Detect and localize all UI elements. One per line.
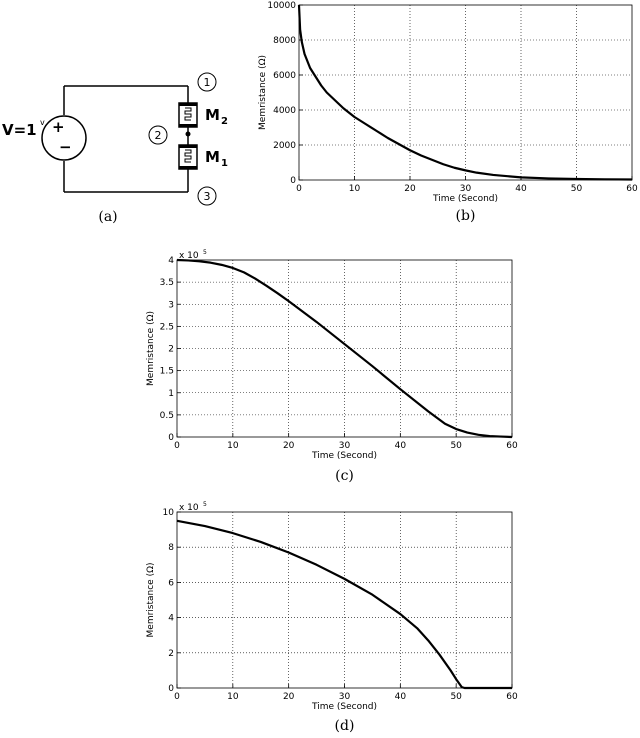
source-minus: − bbox=[59, 138, 72, 156]
y-exponent: x 10 bbox=[179, 251, 199, 261]
source-unit: v bbox=[40, 118, 45, 127]
x-tick-label: 0 bbox=[174, 441, 180, 451]
node-2: 2 bbox=[148, 125, 168, 145]
y-exponent-power: 5 bbox=[203, 249, 207, 256]
caption-c: (c) bbox=[335, 468, 354, 484]
y-exponent: x 10 bbox=[179, 503, 199, 513]
y-tick-label: 3 bbox=[168, 300, 174, 310]
y-tick-label: 2000 bbox=[273, 141, 296, 151]
svg-text:2: 2 bbox=[155, 129, 162, 142]
chart-c: 0 10 20 30 40 50 60 0 0.5 1 1.5 2 2.5 3 3.5 4 x 10 5 Time … bbox=[146, 249, 518, 484]
voltage-source bbox=[41, 115, 87, 161]
y-tick-label: 2.5 bbox=[160, 322, 174, 332]
m1-label: M bbox=[205, 148, 220, 166]
chart-b: 0 10 20 30 40 50 60 0 2000 4000 6000 8000 10000 Time … bbox=[258, 1, 638, 224]
y-tick-label: 1.5 bbox=[160, 367, 174, 377]
svg-text:1: 1 bbox=[204, 76, 211, 89]
x-tick-label: 60 bbox=[506, 692, 518, 702]
x-tick-label: 0 bbox=[174, 692, 180, 702]
y-tick-label: 10000 bbox=[267, 1, 296, 11]
x-tick-label: 0 bbox=[296, 184, 302, 194]
x-tick-label: 10 bbox=[227, 441, 239, 451]
x-tick-label: 20 bbox=[404, 184, 416, 194]
y-tick-label: 2 bbox=[168, 649, 174, 659]
y-tick-label: 6000 bbox=[273, 71, 296, 81]
node-3: 3 bbox=[197, 186, 217, 206]
y-axis-label: Memristance (Ω) bbox=[146, 311, 156, 386]
y-tick-label: 0.5 bbox=[160, 411, 174, 421]
y-axis-label: Memristance (Ω) bbox=[146, 563, 156, 638]
x-axis-label: Time (Second) bbox=[311, 702, 377, 712]
memristor-m2 bbox=[178, 102, 198, 128]
series-line bbox=[297, 4, 633, 181]
m1-sub: 1 bbox=[221, 158, 228, 169]
x-tick-label: 50 bbox=[571, 184, 583, 194]
x-tick-label: 50 bbox=[450, 441, 462, 451]
caption-a: (a) bbox=[98, 209, 117, 225]
node-1: 1 bbox=[197, 72, 217, 92]
junction-dot bbox=[185, 131, 191, 137]
x-tick-label: 50 bbox=[450, 692, 462, 702]
y-tick-label: 10 bbox=[163, 508, 175, 518]
y-tick-label: 0 bbox=[290, 176, 296, 186]
source-label: V=1 bbox=[2, 121, 37, 139]
y-tick-label: 1 bbox=[168, 389, 174, 399]
x-axis-label: Time (Second) bbox=[311, 451, 377, 461]
x-tick-label: 20 bbox=[283, 692, 295, 702]
y-tick-label: 4 bbox=[168, 614, 174, 624]
y-tick-label: 6 bbox=[168, 578, 174, 588]
m2-label: M bbox=[205, 106, 220, 124]
x-tick-label: 20 bbox=[283, 441, 295, 451]
caption-d: (d) bbox=[335, 718, 355, 734]
y-axis-label: Memristance (Ω) bbox=[258, 55, 268, 130]
x-tick-label: 10 bbox=[227, 692, 239, 702]
y-tick-label: 2 bbox=[168, 345, 174, 355]
x-tick-label: 30 bbox=[460, 184, 472, 194]
x-tick-label: 40 bbox=[395, 692, 407, 702]
y-exponent-power: 5 bbox=[203, 501, 207, 508]
y-tick-label: 8000 bbox=[273, 36, 296, 46]
m2-sub: 2 bbox=[221, 116, 228, 127]
caption-b: (b) bbox=[456, 208, 476, 224]
x-tick-label: 10 bbox=[349, 184, 361, 194]
chart-d: 0 10 20 30 40 50 60 0 2 4 6 8 10 x 10 5 Time (Second) Me… bbox=[146, 501, 518, 734]
x-tick-label: 40 bbox=[395, 441, 407, 451]
series-line bbox=[176, 519, 512, 690]
y-tick-label: 0 bbox=[168, 433, 174, 443]
y-tick-label: 0 bbox=[168, 684, 174, 694]
x-tick-label: 40 bbox=[515, 184, 527, 194]
svg-text:3: 3 bbox=[204, 190, 211, 203]
x-tick-label: 60 bbox=[626, 184, 638, 194]
y-tick-label: 8 bbox=[168, 543, 174, 553]
x-tick-label: 60 bbox=[506, 441, 518, 451]
x-axis-label: Time (Second) bbox=[432, 194, 498, 204]
y-tick-label: 4000 bbox=[273, 106, 296, 116]
series-line bbox=[176, 258, 513, 439]
y-tick-label: 4 bbox=[168, 256, 174, 266]
x-tick-label: 30 bbox=[339, 441, 351, 451]
x-tick-label: 30 bbox=[339, 692, 351, 702]
memristor-m1 bbox=[178, 144, 198, 170]
y-tick-label: 3.5 bbox=[160, 278, 174, 288]
source-plus: + bbox=[52, 118, 65, 136]
